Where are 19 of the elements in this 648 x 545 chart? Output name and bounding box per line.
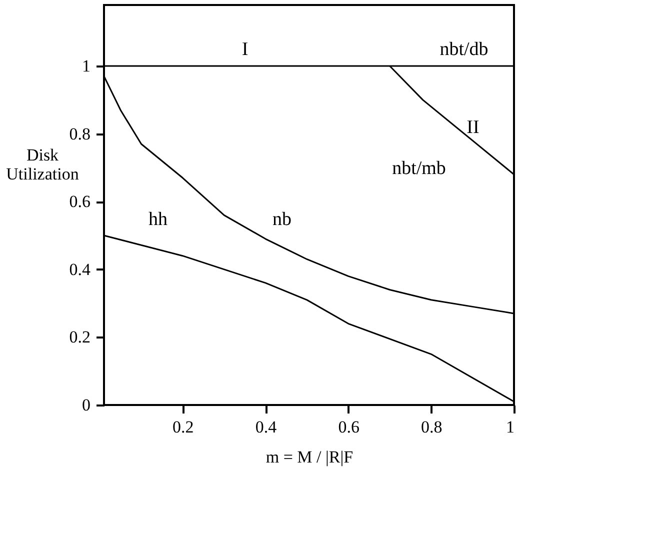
series-label: II [466, 117, 480, 138]
y-axis-title: Disk Utilization [6, 146, 80, 184]
series-label: hh [148, 209, 168, 230]
x-tick-label: 0.4 [255, 418, 278, 436]
x-tick-label: 1 [506, 418, 514, 436]
x-tick-label: 0.6 [338, 418, 360, 436]
y-tick-label: 0.8 [69, 124, 90, 144]
x-tick-label: 0.8 [421, 418, 442, 436]
y-tick-label: 1 [82, 56, 90, 76]
y-tick-label: 0.2 [69, 328, 90, 347]
x-axis-title: m = M / |R|F [266, 448, 354, 466]
series-label: I [242, 39, 248, 60]
annotation: nbt/mb [392, 158, 446, 179]
x-tick-label: 0.2 [172, 418, 194, 436]
series-label: nb [272, 209, 292, 230]
annotation: nbt/db [440, 39, 488, 60]
y-tick-label: 0.4 [69, 260, 91, 279]
y-tick-label: 0 [82, 396, 90, 414]
y-tick-label: 0.6 [69, 192, 90, 212]
